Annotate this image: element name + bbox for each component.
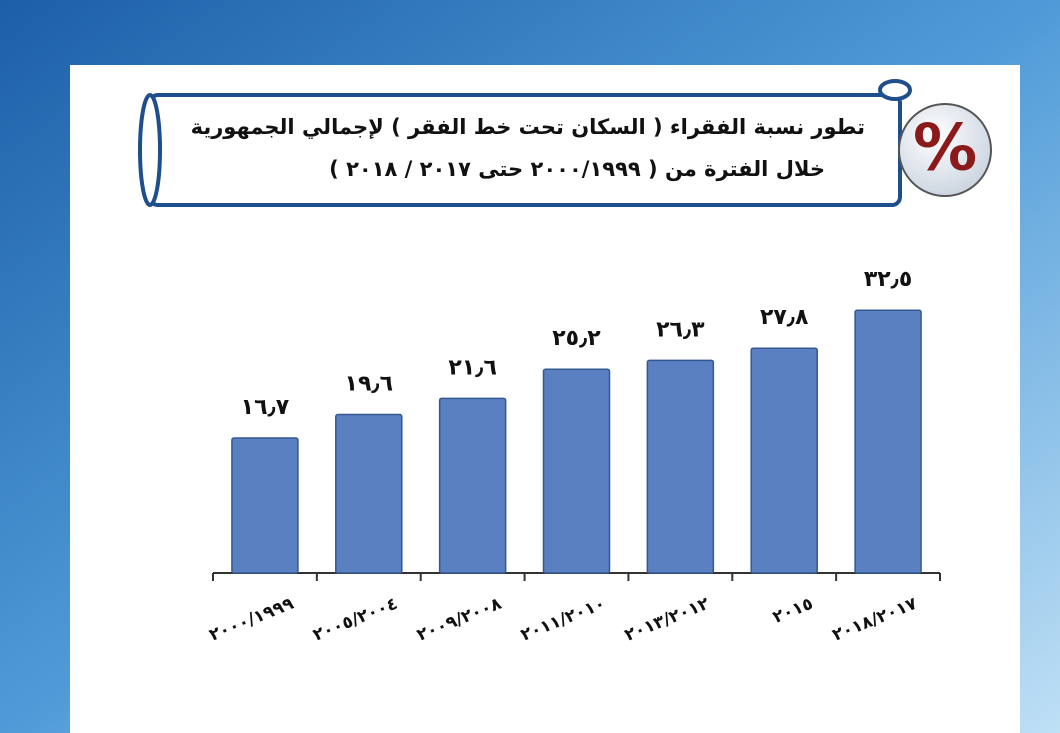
value-label: ٢١٫٦ <box>448 355 497 380</box>
bar <box>542 368 611 574</box>
value-label: ٢٧٫٨ <box>760 305 809 330</box>
bar <box>854 309 922 574</box>
icon: % <box>913 112 977 186</box>
bar <box>750 347 818 574</box>
title-banner <box>138 79 912 207</box>
value-label: ٣٢٫٥ <box>864 267 913 292</box>
icon-circle <box>898 103 992 197</box>
value-label: ٢٦٫٣ <box>656 317 705 342</box>
bar <box>231 437 299 574</box>
chart-title: تطور نسبة الفقراء ( السكان تحت خط الفقر … <box>191 115 865 139</box>
bar <box>438 397 507 574</box>
value-label: ١٩٫٦ <box>345 372 394 397</box>
value-label: ٢٥٫٢ <box>552 326 601 351</box>
bar <box>335 413 403 574</box>
bar <box>646 359 715 574</box>
value-label: ١٦٫٧ <box>241 395 290 420</box>
chart-subtitle: خلال الفترة من ( ٢٠٠٠/١٩٩٩ حتى ٢٠١٧ / ٢٠… <box>329 157 825 181</box>
